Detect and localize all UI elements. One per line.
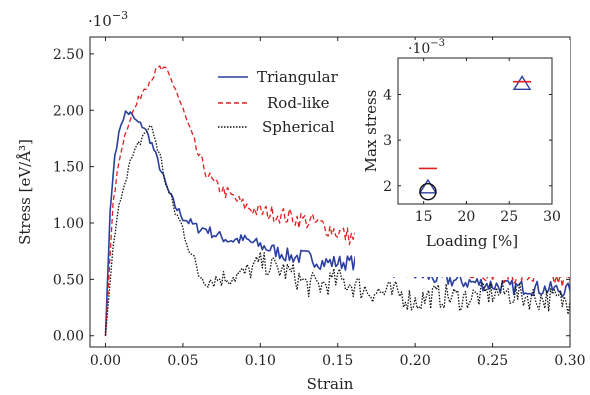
inset-points-group: [418, 75, 532, 201]
inset-y-ticks: 2 3 4: [383, 88, 552, 195]
inset-scale-factor: ·10−3: [408, 38, 445, 57]
inset-point-triangular-triangle: [512, 75, 532, 90]
main-x-axis-label: Strain: [307, 375, 354, 393]
main-y-tick-label: 2.50: [53, 47, 84, 63]
inset-plot-frame: [397, 57, 553, 205]
series-line-triangular: [104, 110, 571, 336]
main-series-group: [104, 65, 571, 336]
main-y-tick-label: 1.50: [53, 160, 84, 176]
inset-x-tick-label: 25: [500, 209, 518, 225]
inset-point-triangular-triangle: [418, 178, 438, 194]
inset-point-spherical-circle: [419, 182, 437, 201]
inset-scale-exponent: −3: [430, 38, 445, 49]
main-x-tick-label: 0.10: [245, 353, 276, 369]
main-x-tick-label: 0.25: [477, 353, 508, 369]
main-chart: 0.00 0.05 0.10 0.15 0.20 0.25 0.30 0.00 0.50 1.0…: [16, 9, 586, 393]
main-scale-factor: ·10−3: [88, 9, 128, 30]
inset-x-tick-label: 15: [415, 209, 433, 225]
inset-y-tick-label: 4: [383, 88, 392, 104]
inset-chart: 15 20 25 30 2 3 4 Loading [%] Max stress ·10−…: [355, 38, 570, 277]
inset-x-tick-label: 30: [543, 209, 561, 225]
inset-y-tick-label: 3: [383, 133, 392, 149]
inset-scale-prefix: ·10: [408, 41, 430, 57]
main-y-ticks: 0.00 0.50 1.00 1.50 2.00 2.50: [53, 47, 570, 345]
legend-label-rod-like: Rod-like: [267, 94, 330, 112]
inset-x-tick-label: 20: [458, 209, 476, 225]
series-line-spherical: [104, 124, 571, 336]
main-y-tick-label: 0.50: [53, 272, 84, 288]
inset-y-axis-label: Max stress: [362, 90, 380, 173]
main-y-tick-label: 1.00: [53, 216, 84, 232]
main-y-axis-label: Stress [eV/Å³]: [16, 139, 34, 245]
main-x-tick-label: 0.15: [322, 353, 353, 369]
inset-x-axis-label: Loading [%]: [426, 232, 518, 250]
main-x-tick-label: 0.00: [90, 353, 121, 369]
main-y-tick-label: 2.00: [53, 103, 84, 119]
main-x-ticks: 0.00 0.05 0.10 0.15 0.20 0.25 0.30: [90, 37, 586, 369]
legend-label-spherical: Spherical: [262, 118, 335, 136]
main-x-tick-label: 0.05: [167, 353, 198, 369]
legend: Triangular Rod-like Spherical: [218, 68, 339, 136]
main-y-tick-label: 0.00: [53, 329, 84, 345]
main-x-tick-label: 0.30: [554, 353, 585, 369]
main-x-tick-label: 0.20: [400, 353, 431, 369]
inset-x-ticks: 15 20 25 30: [415, 58, 561, 225]
main-scale-prefix: ·10: [88, 12, 112, 30]
legend-label-triangular: Triangular: [257, 68, 339, 86]
inset-y-tick-label: 2: [383, 179, 392, 195]
series-line-rod-like: [104, 65, 571, 336]
main-scale-exponent: −3: [112, 9, 128, 22]
